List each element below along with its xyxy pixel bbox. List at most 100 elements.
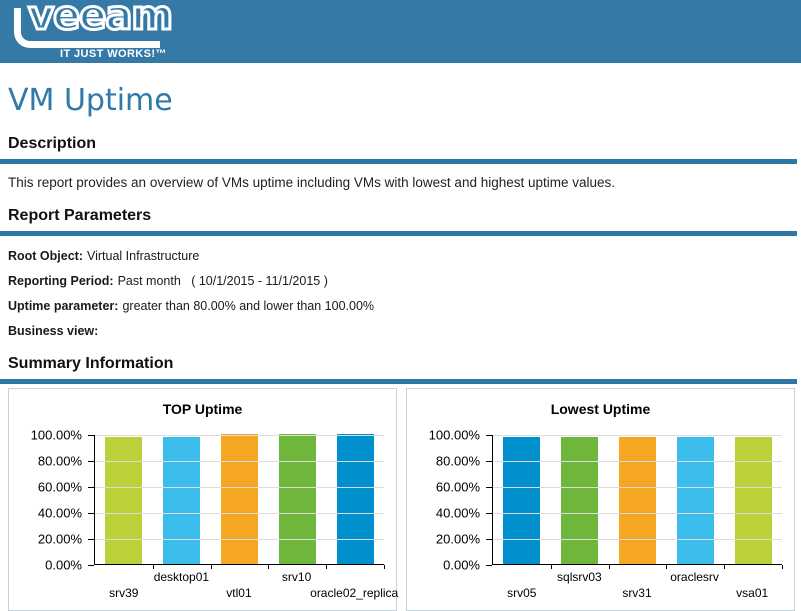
section-heading-description: Description [8, 135, 97, 152]
section-divider [0, 159, 797, 164]
gridline [95, 539, 384, 540]
bar-column [493, 435, 551, 564]
param-reporting-period: Reporting Period: Past month ( 10/1/2015 … [8, 274, 801, 288]
gridline [493, 435, 782, 436]
bar-oracle02_replica [336, 434, 374, 564]
x-tick-mark [210, 565, 212, 569]
x-category-label: srv10 [268, 565, 326, 605]
bar-column [326, 434, 384, 564]
y-tick-mark [486, 461, 492, 462]
x-tick-mark [384, 565, 385, 569]
section-heading-summary-information: Summary Information [8, 355, 174, 372]
plot-area [492, 435, 783, 569]
x-category-label-text: vtl01 [226, 586, 252, 600]
gridline [95, 487, 384, 488]
y-tick-mark [88, 435, 94, 436]
section-divider [0, 379, 797, 384]
y-tick-label: 80.00% [435, 453, 480, 469]
x-axis-labels: srv05 sqlsrv03 srv31 oraclesrv vsa01 [493, 565, 781, 605]
y-tick-mark [486, 435, 492, 436]
param-root-object: Root Object: Virtual Infrastructure [8, 249, 801, 263]
x-category-label-text: srv05 [507, 586, 537, 600]
param-label: Uptime parameter: [8, 299, 119, 313]
x-category-label: desktop01 [153, 565, 211, 605]
x-category-label: sqlsrv03 [551, 565, 609, 605]
y-tick-label: 80.00% [37, 453, 82, 469]
chart-body: 0.00% 20.00% 40.00% 60.00% 80.00% 100.00% [9, 428, 396, 573]
x-category-label: vtl01 [210, 565, 268, 605]
y-tick-mark [486, 487, 492, 488]
bar-column [153, 435, 211, 564]
veeam-tagline: IT JUST WORKS!™ [60, 48, 167, 60]
bar-srv31 [618, 436, 656, 564]
y-tick-label: 0.00% [45, 557, 82, 573]
bar-column [268, 434, 326, 564]
bar-srv05 [503, 436, 541, 564]
chart-title-lowest-uptime: Lowest Uptime [550, 401, 651, 417]
bar-vtl01 [220, 434, 258, 564]
x-tick-mark [326, 565, 328, 569]
bar-srv10 [278, 434, 316, 564]
gridline [95, 435, 384, 436]
gridline [493, 513, 782, 514]
bar-desktop01 [163, 436, 201, 564]
y-tick-label: 40.00% [37, 505, 82, 521]
bar-sqlsrv03 [561, 436, 599, 564]
x-tick-mark [608, 565, 610, 569]
logo-bracket-shape [14, 8, 160, 48]
bar-srv39 [105, 436, 143, 564]
x-category-label-text: oracle02_replica [310, 586, 399, 600]
y-tick-label: 0.00% [443, 557, 480, 573]
y-tick-label: 100.00% [428, 427, 480, 443]
gridline [95, 513, 384, 514]
y-tick-label: 60.00% [435, 479, 480, 495]
y-tick-mark [486, 513, 492, 514]
bar-vsa01 [734, 436, 772, 564]
param-label: Business view: [8, 324, 99, 338]
x-category-label-text: desktop01 [153, 570, 210, 584]
param-uptime-parameter: Uptime parameter: greater than 80.00% and… [8, 299, 801, 313]
gridline [493, 487, 782, 488]
x-tick-mark [666, 565, 668, 569]
param-business-view: Business view: [8, 324, 801, 338]
x-tick-mark [152, 565, 154, 569]
bar-oraclesrv [676, 436, 714, 564]
y-axis: 0.00% 20.00% 40.00% 60.00% 80.00% 100.00% [9, 428, 94, 573]
y-tick-mark [88, 565, 94, 566]
y-tick-mark [88, 539, 94, 540]
x-axis-labels: srv39 desktop01 vtl01 srv10 oracle02_replica [95, 565, 398, 605]
chart-panel-top-uptime: TOP Uptime 0.00% 20.00% 40.00% 60.00% 80.00%… [8, 388, 398, 611]
y-tick-label: 20.00% [435, 531, 480, 547]
bar-column [95, 435, 153, 564]
bar-column [551, 435, 609, 564]
chart-panel-lowest-uptime: Lowest Uptime 0.00% 20.00% 40.00% 60.00% 80.… [406, 388, 795, 611]
x-category-label-text: srv10 [281, 570, 312, 584]
page-title: VM Uptime [8, 83, 173, 118]
y-tick-label: 20.00% [37, 531, 82, 547]
gridline [493, 539, 782, 540]
x-tick-mark [550, 565, 552, 569]
y-tick-mark [88, 461, 94, 462]
summary-charts-row: TOP Uptime 0.00% 20.00% 40.00% 60.00% 80.00%… [8, 388, 795, 611]
veeam-banner: veeam IT JUST WORKS!™ [0, 0, 801, 63]
bar-column [666, 435, 724, 564]
x-tick-mark [724, 565, 726, 569]
gridline [493, 461, 782, 462]
y-tick-label: 100.00% [30, 427, 82, 443]
veeam-logo-text: veeam [26, 0, 174, 41]
x-tick-mark [268, 565, 270, 569]
description-text: This report provides an overview of VMs … [8, 175, 616, 190]
x-category-label-text: srv31 [622, 586, 652, 600]
gridline [95, 461, 384, 462]
x-category-label: oraclesrv [666, 565, 724, 605]
veeam-logo: veeam IT JUST WORKS!™ [8, 0, 175, 62]
bar-column [211, 434, 269, 564]
chart-title-top-uptime: TOP Uptime [162, 401, 243, 417]
bar-column [724, 435, 782, 564]
y-tick-mark [88, 487, 94, 488]
param-label: Root Object: [8, 249, 83, 263]
y-tick-mark [486, 565, 492, 566]
x-category-label: vsa01 [723, 565, 781, 605]
y-tick-mark [88, 513, 94, 514]
bars-group [95, 434, 384, 564]
